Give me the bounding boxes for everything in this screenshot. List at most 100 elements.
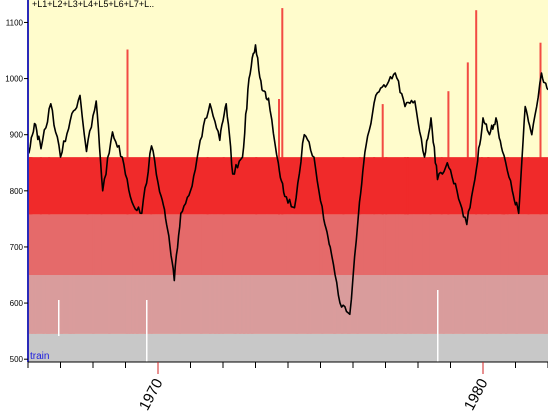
level-spike <box>381 104 384 215</box>
level-spike <box>216 214 219 275</box>
level-spike <box>398 214 401 275</box>
level-spike <box>506 157 509 215</box>
level-spike <box>211 214 213 275</box>
y-tick-label: 500 <box>10 355 24 364</box>
level-spike <box>466 62 469 215</box>
level-spike <box>30 157 33 215</box>
level-band-l1 <box>28 333 548 362</box>
y-tick-label: 700 <box>10 243 24 252</box>
level-spike <box>46 275 48 334</box>
level-band-l2 <box>28 275 548 334</box>
level-spike <box>209 275 212 334</box>
level-spike <box>222 214 225 275</box>
level-spike <box>480 157 483 215</box>
level-spike <box>390 275 393 334</box>
level-spike <box>462 275 465 334</box>
y-tick-label: 900 <box>10 131 24 140</box>
level-spike <box>125 275 128 334</box>
level-spike <box>347 275 350 334</box>
level-spike <box>100 157 103 215</box>
level-spike <box>476 214 478 275</box>
level-spike <box>319 214 322 275</box>
level-spike <box>488 214 491 275</box>
level-spike <box>128 275 131 334</box>
level-spike <box>150 157 153 215</box>
x-axis: 1970 1980 <box>27 362 548 413</box>
level-spike <box>384 275 387 334</box>
level-spike <box>92 214 95 275</box>
level-spike <box>356 275 359 334</box>
level-spike <box>442 275 445 334</box>
level-spike <box>508 214 511 275</box>
level-spike <box>475 10 478 215</box>
level-spike <box>59 275 62 334</box>
level-spike <box>206 157 209 215</box>
level-spike <box>115 214 117 275</box>
level-spike <box>309 275 312 334</box>
level-spike <box>543 275 546 334</box>
level-spike <box>178 275 181 334</box>
level-spike <box>383 214 386 275</box>
level-spike <box>247 275 250 334</box>
level-spike <box>151 214 154 275</box>
level-spike <box>334 275 337 334</box>
level-spike <box>480 214 483 275</box>
level-spike <box>217 275 220 334</box>
level-spike <box>239 275 242 334</box>
level-spike <box>507 214 510 275</box>
level-spike <box>425 275 428 334</box>
level-spike <box>131 275 134 334</box>
level-spike <box>404 157 407 215</box>
level-spike <box>404 275 407 334</box>
series-line <box>27 44 548 316</box>
level-spike <box>341 275 344 334</box>
level-spike <box>201 214 204 275</box>
level-spike <box>34 275 37 334</box>
level-spike <box>362 214 365 275</box>
level-spike <box>265 214 268 275</box>
level-spike <box>545 275 547 334</box>
level-spike <box>395 275 398 334</box>
level-spike <box>420 214 423 275</box>
level-spikes <box>29 8 547 362</box>
level-spike <box>498 214 501 275</box>
level-spike <box>427 214 430 275</box>
level-spike <box>412 214 415 275</box>
level-spike <box>380 275 383 334</box>
level-spike <box>431 214 434 275</box>
legend-text: +L1+L2+L3+L4+L5+L6+L7+L.. <box>32 0 154 9</box>
level-spike <box>31 275 34 334</box>
level-spike <box>200 275 203 334</box>
level-spike <box>306 275 309 334</box>
level-spike <box>60 275 63 334</box>
level-spike <box>48 157 51 215</box>
level-spike <box>321 275 324 334</box>
level-spike <box>99 214 102 275</box>
level-gap <box>437 290 439 362</box>
level-spike <box>144 275 147 334</box>
level-spike <box>514 214 517 275</box>
level-spike <box>214 275 217 334</box>
level-spike <box>499 275 502 334</box>
level-spike <box>108 275 111 334</box>
level-spike <box>403 275 406 334</box>
y-tick-label: 1000 <box>5 75 23 84</box>
level-spike <box>423 214 426 275</box>
level-spike <box>487 157 490 215</box>
level-spike <box>395 214 398 275</box>
level-spike <box>447 91 450 215</box>
level-spike <box>518 214 521 275</box>
level-spike <box>133 214 136 275</box>
level-spike <box>251 275 254 334</box>
level-spike <box>452 275 455 334</box>
level-spike <box>378 214 380 275</box>
y-tick-label: 1100 <box>6 18 24 27</box>
y-tick-label: 800 <box>10 187 24 196</box>
level-spike <box>503 157 506 215</box>
level-spike <box>86 157 89 215</box>
level-spike <box>157 214 160 275</box>
level-spike <box>322 214 325 275</box>
level-spike <box>243 275 246 334</box>
level-spike <box>233 275 236 334</box>
level-spike <box>539 42 542 215</box>
